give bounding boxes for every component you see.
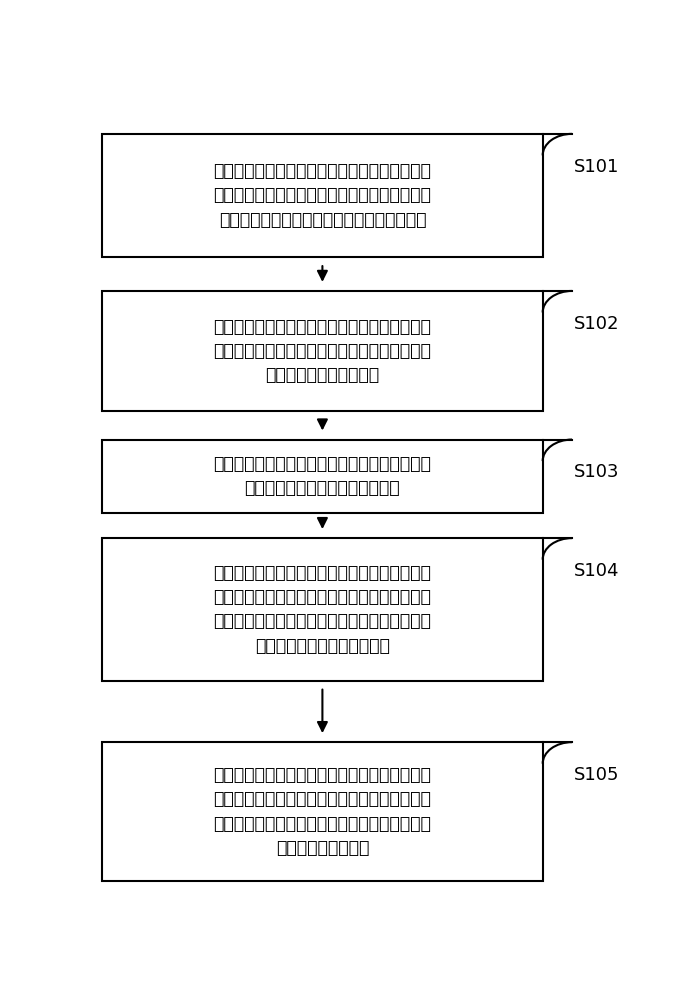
Text: S104: S104 bbox=[573, 562, 619, 580]
Bar bbox=[102, 440, 543, 513]
Bar bbox=[102, 134, 543, 257]
Text: S103: S103 bbox=[573, 463, 619, 481]
Text: 根据当前时间节点的数据库表的容量使用率、当
前时间节点的数据库表的容量增长率和当前时间
节点的数据库表的种类确定数据库表符合预警条
件时，产生预警信号: 根据当前时间节点的数据库表的容量使用率、当 前时间节点的数据库表的容量增长率和当… bbox=[214, 766, 431, 857]
Text: S102: S102 bbox=[573, 315, 619, 333]
Bar bbox=[102, 538, 543, 681]
Bar bbox=[102, 291, 543, 411]
Bar bbox=[102, 742, 543, 881]
Text: S101: S101 bbox=[573, 158, 619, 176]
Text: 采集目标时间节点的数据库表的目标信息；目标
信息包括应用属性信息、记录数和参数信息；目
标时间节点包括当前时间节点和前一时间节点: 采集目标时间节点的数据库表的目标信息；目标 信息包括应用属性信息、记录数和参数信… bbox=[214, 162, 431, 229]
Text: 根据当前时间节点的数据库表的目标信息确定当
前时间节点的数据库表的最大可用容量和当前时
间节点的数据库表的种类: 根据当前时间节点的数据库表的目标信息确定当 前时间节点的数据库表的最大可用容量和… bbox=[214, 318, 431, 384]
Text: 根据目标时间节点的数据库表的目标信息确定目
标时间节点的数据库表的已用容量: 根据目标时间节点的数据库表的目标信息确定目 标时间节点的数据库表的已用容量 bbox=[214, 455, 431, 497]
Text: S105: S105 bbox=[573, 766, 619, 784]
Text: 根据当前时间节点的数据库表的最大可用容量和
目标时间节点的数据库表的已用容量计算得到当
前时间节点的数据库表的容量使用率和当前时间
节点的数据库表的容量增长率: 根据当前时间节点的数据库表的最大可用容量和 目标时间节点的数据库表的已用容量计算… bbox=[214, 564, 431, 655]
